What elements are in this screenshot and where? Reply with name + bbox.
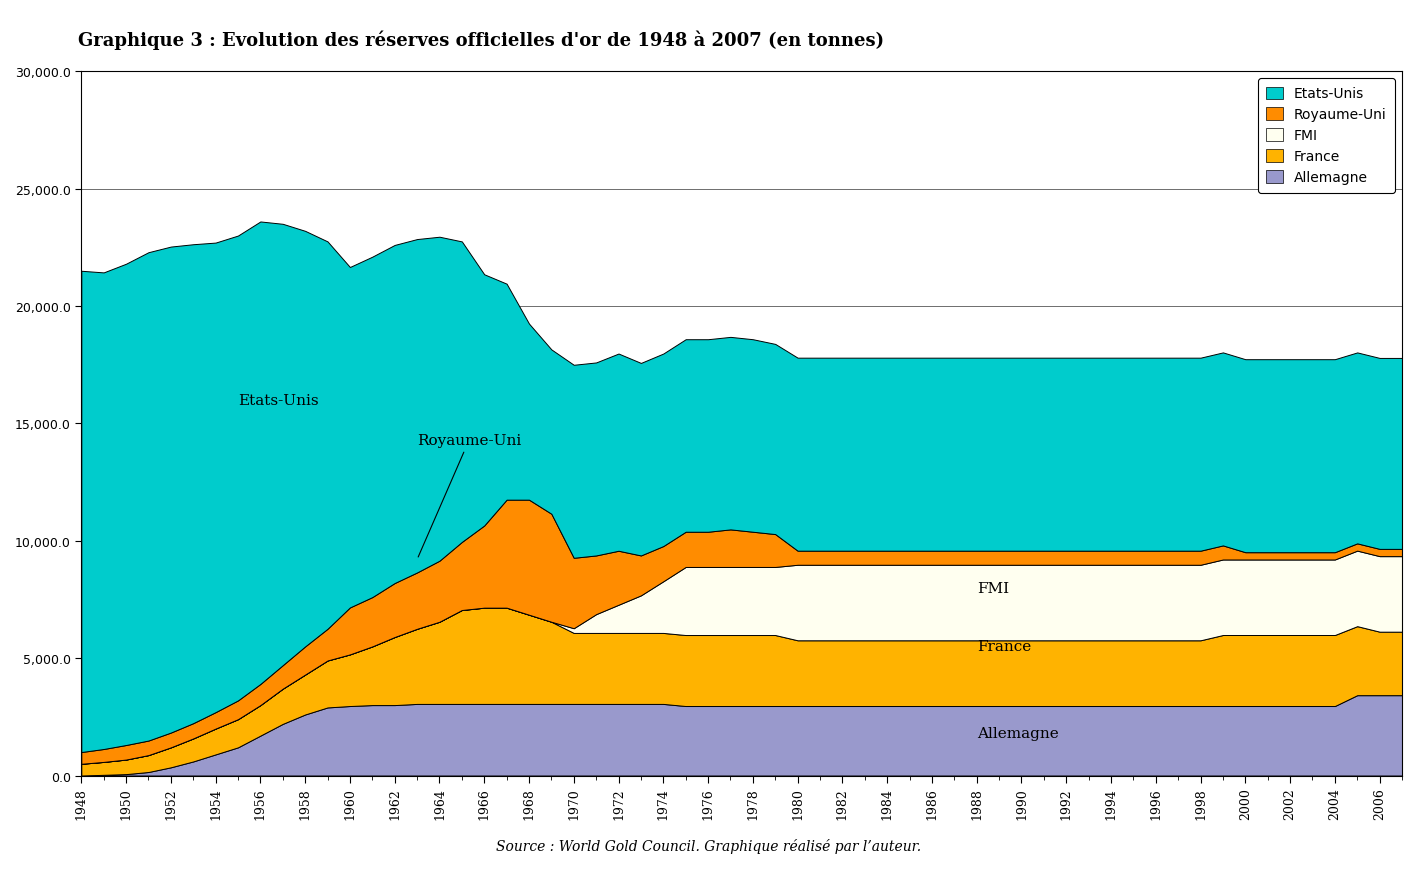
Text: Source : World Gold Council. Graphique réalisé par l’auteur.: Source : World Gold Council. Graphique r… xyxy=(496,839,921,853)
Text: Royaume-Uni: Royaume-Uni xyxy=(417,434,521,557)
Text: Etats-Unis: Etats-Unis xyxy=(238,394,319,408)
Text: FMI: FMI xyxy=(976,581,1009,595)
Text: Graphique 3 : Evolution des réserves officielles d'or de 1948 à 2007 (en tonnes): Graphique 3 : Evolution des réserves off… xyxy=(78,30,884,50)
Text: France: France xyxy=(976,640,1032,653)
Legend: Etats-Unis, Royaume-Uni, FMI, France, Allemagne: Etats-Unis, Royaume-Uni, FMI, France, Al… xyxy=(1258,79,1396,194)
Text: Allemagne: Allemagne xyxy=(976,726,1058,740)
